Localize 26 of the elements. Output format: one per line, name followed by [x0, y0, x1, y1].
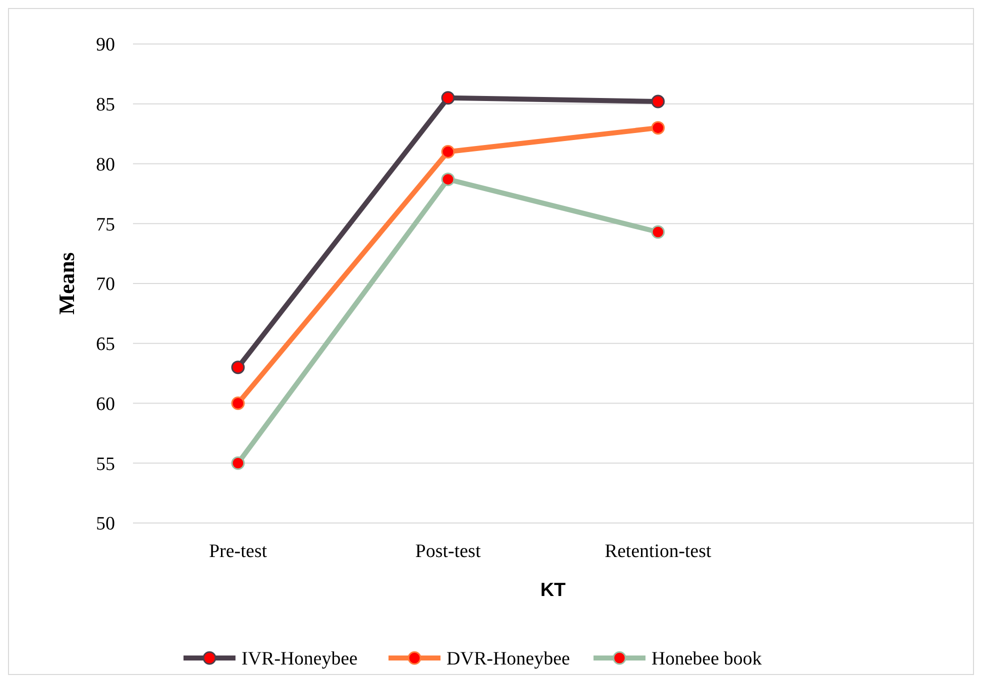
point: [231, 360, 245, 374]
y-tick-label: 80: [96, 154, 115, 176]
point: [441, 145, 455, 159]
x-axis-title: KT: [540, 580, 566, 601]
y-tick-label: 90: [96, 34, 115, 56]
y-tick-label: 55: [96, 454, 115, 475]
x-tick-label: Retention-test: [604, 541, 712, 562]
point: [651, 94, 665, 108]
point: [651, 121, 665, 135]
point: [231, 456, 245, 470]
point: [441, 172, 455, 186]
legend-label: IVR-Honeybee: [242, 648, 358, 670]
point: [441, 91, 455, 105]
y-tick-label: 70: [96, 274, 115, 296]
y-tick-label: 60: [96, 394, 115, 415]
x-tick-label: Pre-test: [208, 541, 268, 562]
y-axis-title: Means: [54, 252, 79, 315]
point: [651, 225, 665, 239]
y-tick-label: 65: [96, 334, 115, 356]
legend-label: DVR-Honeybee: [446, 648, 570, 670]
legend-label: Honebee book: [652, 648, 762, 670]
y-tick-label: 75: [96, 214, 115, 236]
x-tick-label: Post-test: [415, 541, 482, 562]
y-tick-label: 50: [96, 514, 115, 535]
point: [231, 396, 245, 410]
y-tick-label: 85: [96, 94, 115, 116]
